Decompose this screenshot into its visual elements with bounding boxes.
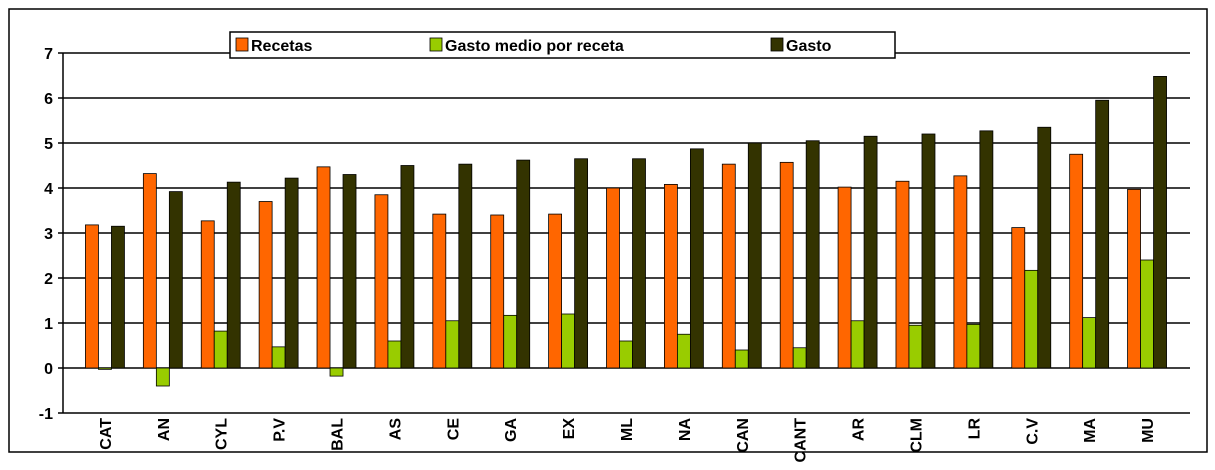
bar [284, 177, 299, 369]
legend-swatch [235, 37, 249, 52]
y-tick-label: 1 [44, 316, 53, 333]
bar [271, 346, 286, 369]
bar [676, 333, 691, 369]
y-tick-label: 6 [44, 91, 53, 108]
bar [374, 194, 389, 369]
legend-label: Recetas [251, 38, 312, 55]
bar [316, 166, 331, 369]
bar [619, 340, 633, 369]
bar [111, 225, 125, 369]
bar [747, 142, 762, 369]
bar [895, 180, 910, 369]
x-tick-label: CANT [793, 418, 810, 463]
bar [734, 349, 749, 369]
bar [632, 158, 646, 369]
bar [548, 213, 563, 369]
bar [837, 186, 852, 369]
bar [213, 330, 228, 369]
bar [663, 183, 678, 369]
x-tick-label: CAT [98, 418, 115, 450]
y-tick-label: 0 [44, 361, 53, 378]
x-tick-label: AN [156, 418, 173, 441]
bar [458, 163, 473, 369]
x-tick-label: GA [503, 418, 520, 442]
y-tick-label: 2 [44, 271, 53, 288]
y-tick-label: 5 [44, 136, 53, 153]
bar [98, 367, 112, 370]
bar [329, 367, 344, 377]
bar [953, 175, 968, 369]
bar [432, 213, 447, 369]
bar [200, 220, 215, 369]
bar [966, 323, 981, 369]
bar [863, 135, 878, 369]
x-tick-label: LR [966, 418, 983, 440]
bar [258, 201, 273, 369]
bar [921, 133, 936, 369]
bar [561, 313, 576, 369]
x-tick-label: CYL [214, 418, 231, 450]
bar [445, 320, 460, 369]
bar [574, 158, 589, 369]
x-tick-label: CLM [908, 418, 925, 453]
x-tick-label: CAN [735, 418, 752, 453]
bar [85, 224, 99, 369]
x-tick-label: MU [1140, 418, 1157, 443]
bar [342, 174, 357, 369]
bar [779, 161, 794, 369]
x-tick-label: CE [445, 418, 462, 441]
legend-swatch [770, 37, 784, 52]
bar [1011, 227, 1026, 369]
x-tick-label: C.V [1024, 418, 1041, 445]
x-tick-label: BAL [330, 418, 347, 451]
bar [503, 314, 518, 369]
bar [1127, 188, 1141, 369]
bar [1140, 259, 1154, 369]
bar [805, 140, 820, 369]
legend-swatch [429, 37, 443, 52]
y-tick-label: 7 [44, 46, 53, 63]
bar [168, 191, 183, 369]
bar [606, 187, 620, 369]
x-tick-label: EX [561, 418, 578, 440]
bar [1153, 76, 1167, 369]
x-tick-label: NA [677, 418, 694, 442]
bar [908, 324, 923, 369]
bar [1037, 126, 1052, 369]
bar [689, 148, 704, 369]
bar [490, 214, 505, 369]
bar [792, 347, 807, 369]
bar [1095, 99, 1110, 369]
bar [155, 367, 170, 387]
y-tick-label: -1 [39, 406, 53, 423]
y-tick-label: 4 [44, 181, 53, 198]
x-tick-label: AS [387, 418, 404, 441]
bar [979, 130, 994, 369]
y-tick-label: 3 [44, 226, 53, 243]
bar [1024, 269, 1039, 369]
bar [400, 165, 415, 369]
bar [226, 181, 241, 369]
x-tick-label: ML [619, 418, 636, 441]
bar [1082, 317, 1097, 369]
legend-box [229, 31, 896, 59]
bar [387, 340, 402, 369]
legend-label: Gasto medio por receta [445, 38, 624, 55]
x-tick-label: AR [851, 418, 868, 442]
legend-label: Gasto [786, 38, 832, 55]
bar [142, 173, 157, 369]
bar [1069, 153, 1084, 369]
bar [721, 163, 736, 369]
bar [850, 320, 865, 369]
bar [516, 159, 531, 369]
x-tick-label: P.V [272, 418, 289, 442]
x-tick-label: MA [1082, 418, 1099, 443]
